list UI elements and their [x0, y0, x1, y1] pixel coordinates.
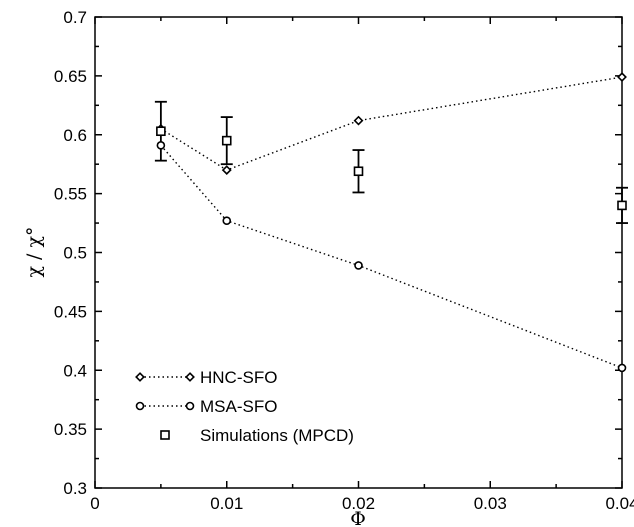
- y-tick-label: 0.6: [63, 126, 87, 145]
- plot-frame: [94, 16, 623, 489]
- legend-label: MSA-SFO: [200, 397, 277, 416]
- diamond-series-line: [160, 76, 623, 171]
- legend-label: HNC-SFO: [200, 368, 277, 387]
- legend: HNC-SFO MSA-SFO Simulations (MPCD): [135, 368, 354, 445]
- y-tick-label: 0.7: [63, 8, 87, 27]
- x-tick-label: 0.02: [342, 494, 375, 513]
- y-tick-label: 0.5: [63, 244, 87, 263]
- circle-marker: [354, 261, 363, 270]
- legend-label: Simulations (MPCD): [200, 426, 354, 445]
- series-lines: [160, 76, 623, 369]
- legend-marker: [135, 401, 145, 411]
- legend-marker: [135, 372, 145, 382]
- x-tick-label: 0: [90, 494, 99, 513]
- circle-marker: [222, 216, 232, 226]
- y-tick-label: 0.55: [54, 185, 87, 204]
- x-tick-label: 0.04: [605, 494, 634, 513]
- axis-ticks: 0 0.01 0.02 0.03 0.04 0.3 0.35 0.4 0.45 0.5 0.55 0.…: [54, 8, 634, 513]
- y-tick-label: 0.65: [54, 67, 87, 86]
- square-marker: [156, 126, 166, 137]
- y-tick-label: 0.45: [54, 302, 87, 321]
- legend-marker: [185, 372, 195, 382]
- square-marker: [221, 135, 232, 146]
- circle-marker: [617, 363, 627, 373]
- error-bars: [154, 100, 628, 224]
- square-marker: [353, 166, 364, 177]
- circle-series-line: [160, 144, 623, 369]
- data-markers: [155, 72, 627, 373]
- square-marker: [617, 200, 627, 211]
- x-axis-label: Φ: [350, 508, 366, 527]
- legend-marker: [185, 401, 195, 411]
- x-tick-label: 0.01: [210, 494, 243, 513]
- x-tick-label: 0.03: [474, 494, 507, 513]
- y-tick-label: 0.3: [63, 479, 87, 498]
- y-tick-label: 0.4: [63, 361, 87, 380]
- diamond-marker: [353, 115, 364, 126]
- y-axis-label: χ / χ°: [23, 226, 45, 277]
- diamond-marker: [221, 165, 232, 176]
- diamond-marker: [617, 72, 627, 82]
- circle-marker: [156, 141, 166, 150]
- legend-marker: [160, 430, 170, 440]
- y-tick-label: 0.35: [54, 420, 87, 439]
